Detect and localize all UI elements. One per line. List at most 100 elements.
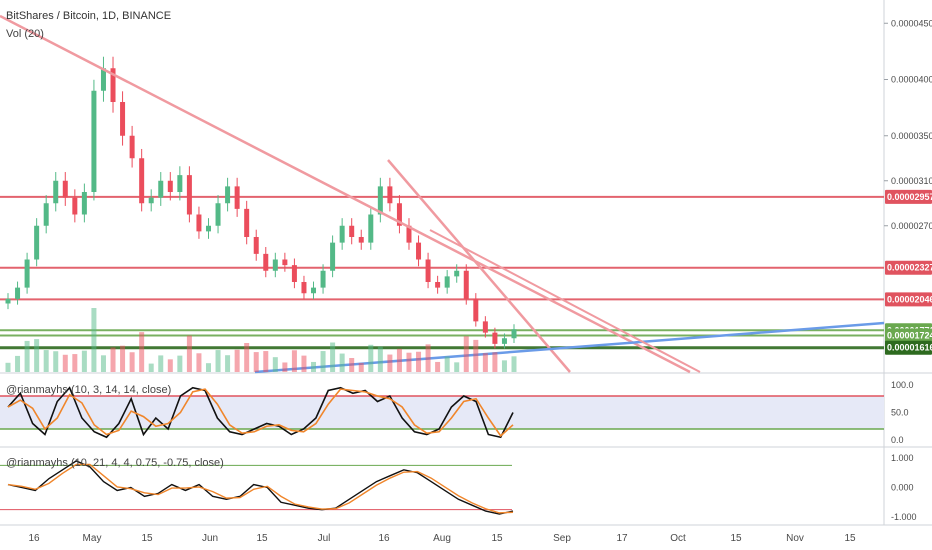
volume-bar	[368, 344, 374, 372]
candle-body[interactable]	[463, 270, 469, 299]
volume-bar	[473, 339, 479, 372]
candle-body[interactable]	[62, 180, 68, 198]
volume-bar	[215, 350, 221, 372]
candle-body[interactable]	[501, 338, 507, 344]
price-level-tag-label: 0.00002046	[887, 294, 932, 304]
candle-body[interactable]	[444, 276, 450, 288]
osc-legend[interactable]: @rianmayhs (10, 21, 4, 4, 0.75, -0.75, c…	[6, 457, 224, 469]
volume-bar	[253, 352, 259, 372]
candle-body[interactable]	[368, 214, 374, 243]
volume-bar	[320, 351, 326, 372]
candle-body[interactable]	[339, 225, 345, 243]
volume-bar	[72, 354, 78, 372]
candle-body[interactable]	[120, 102, 126, 136]
candle-body[interactable]	[15, 287, 21, 299]
candle-body[interactable]	[454, 270, 460, 277]
volume-bar	[53, 351, 59, 372]
candle-body[interactable]	[81, 192, 87, 215]
candle-body[interactable]	[272, 259, 278, 271]
candle-body[interactable]	[129, 135, 135, 159]
osc-tick-label: 0.000	[891, 483, 914, 493]
candle-body[interactable]	[91, 90, 97, 192]
volume-bar	[463, 336, 469, 372]
volume-bar	[34, 339, 40, 372]
candle-body[interactable]	[301, 282, 307, 294]
volume-bar	[100, 355, 106, 372]
main-pane	[0, 0, 884, 372]
x-tick-label: 15	[844, 533, 856, 544]
candle-body[interactable]	[148, 197, 154, 204]
candle-body[interactable]	[53, 180, 59, 204]
candle-body[interactable]	[482, 321, 488, 333]
candle-body[interactable]	[282, 259, 288, 266]
volume-bar	[282, 362, 288, 372]
candle-body[interactable]	[72, 197, 78, 215]
candle-body[interactable]	[24, 259, 30, 288]
volume-legend[interactable]: Vol (20)	[6, 28, 44, 40]
candle-body[interactable]	[139, 158, 145, 204]
candle-body[interactable]	[186, 175, 192, 215]
candle-body[interactable]	[100, 68, 106, 91]
volume-bar	[148, 363, 154, 372]
volume-bar	[511, 356, 517, 372]
volume-bar	[205, 363, 211, 372]
candle-body[interactable]	[406, 225, 412, 243]
candle-body[interactable]	[330, 242, 336, 271]
candle-body[interactable]	[196, 214, 202, 232]
candle-body[interactable]	[396, 203, 402, 226]
stoch-legend[interactable]: @rianmayhs (10, 3, 14, 14, close)	[6, 384, 172, 396]
symbol-legend[interactable]: BitShares / Bitcoin, 1D, BINANCE	[6, 10, 172, 22]
candle-body[interactable]	[320, 270, 326, 288]
candle-body[interactable]	[377, 186, 383, 215]
candle-body[interactable]	[43, 203, 49, 226]
candle-body[interactable]	[110, 68, 116, 102]
trendline-descending-short[interactable]	[387, 159, 571, 373]
volume-bar	[482, 353, 488, 372]
volume-bar	[406, 352, 412, 372]
candle-body[interactable]	[473, 298, 479, 322]
trendline-descending[interactable]	[0, 14, 691, 374]
candle-body[interactable]	[349, 225, 355, 237]
volume-bar	[425, 344, 431, 372]
candle-body[interactable]	[244, 208, 250, 237]
volume-bar	[81, 350, 87, 372]
candle-body[interactable]	[158, 180, 164, 198]
candle-body[interactable]	[358, 237, 364, 243]
candle-body[interactable]	[34, 225, 40, 260]
volume-bar	[358, 362, 364, 372]
candle-body[interactable]	[311, 287, 317, 294]
candle-body[interactable]	[234, 186, 240, 209]
candle-body[interactable]	[5, 298, 11, 304]
candle-body[interactable]	[215, 203, 221, 226]
volume-bar	[291, 350, 297, 372]
x-tick-label: 16	[378, 533, 390, 544]
volume-bar	[225, 355, 231, 372]
candle-body[interactable]	[511, 329, 517, 339]
trendline-secondary[interactable]	[429, 229, 701, 373]
stoch-d-line	[7, 388, 514, 438]
candle-body[interactable]	[291, 265, 297, 282]
candle-body[interactable]	[263, 253, 269, 271]
x-tick-label: Nov	[786, 533, 804, 544]
volume-bar	[330, 342, 336, 372]
candle-body[interactable]	[177, 175, 183, 192]
candle-body[interactable]	[253, 237, 259, 254]
candle-body[interactable]	[416, 242, 422, 260]
candle-body[interactable]	[167, 180, 173, 192]
candle-body[interactable]	[435, 282, 441, 288]
candle-body[interactable]	[425, 259, 431, 283]
volume-bar	[234, 349, 240, 372]
price-level-tag	[885, 292, 932, 307]
candle-body[interactable]	[205, 225, 211, 232]
stoch-tick-label: 100.0	[891, 380, 914, 390]
volume-bar	[244, 343, 250, 372]
candle-body[interactable]	[492, 332, 498, 344]
x-tick-label: 15	[141, 533, 153, 544]
candle-body[interactable]	[225, 186, 231, 204]
candle-body[interactable]	[387, 186, 393, 204]
